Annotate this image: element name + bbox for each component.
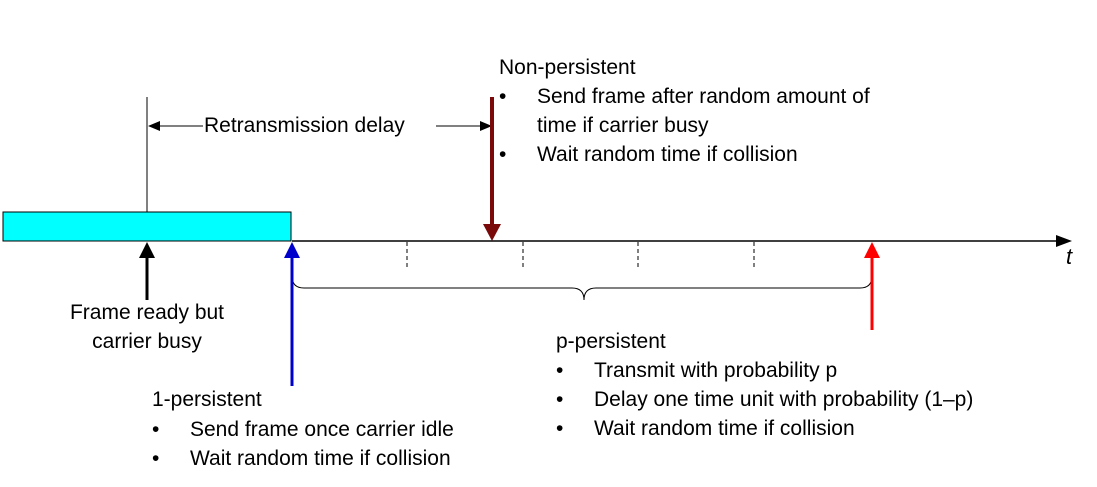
non-persistent-bullet-1-line-1: Send frame after random amount of xyxy=(537,85,870,108)
one-persistent-title: 1-persistent xyxy=(152,388,262,411)
one-persistent-bullets: Send frame once carrier idle Wait random… xyxy=(152,415,454,473)
non-persistent-title: Non-persistent xyxy=(499,56,636,79)
retransmission-delay-label: Retransmission delay xyxy=(204,114,405,137)
non-persistent-bullet-1-line-2: time if carrier busy xyxy=(537,114,709,137)
non-persistent-bullet-2: Wait random time if collision xyxy=(499,140,870,169)
frame-ready-line-1: Frame ready but xyxy=(69,301,225,324)
retransmission-delay-left-arrowhead xyxy=(148,121,160,131)
frame-ready-label: Frame ready but carrier busy xyxy=(47,298,247,356)
non-persistent-bullet-1: Send frame after random amount of time i… xyxy=(499,82,870,140)
p-persistent-bullet-1: Transmit with probability p xyxy=(556,356,973,385)
non-persistent-arrowhead xyxy=(483,224,501,241)
p-persistent-bullet-3: Wait random time if collision xyxy=(556,414,973,443)
one-persistent-arrowhead xyxy=(284,242,300,258)
frame-ready-arrowhead xyxy=(139,242,155,258)
non-persistent-bullet-2-line-1: Wait random time if collision xyxy=(537,143,798,166)
one-persistent-bullet-2: Wait random time if collision xyxy=(152,444,454,473)
p-persistent-title: p-persistent xyxy=(556,330,666,353)
frame-ready-line-2: carrier busy xyxy=(92,330,202,353)
one-persistent-bullet-1: Send frame once carrier idle xyxy=(152,415,454,444)
busy-frame-bar xyxy=(2,211,292,242)
p-persistent-bullets: Transmit with probability p Delay one ti… xyxy=(556,356,973,443)
retransmission-delay-right-arrowhead xyxy=(480,121,492,131)
time-axis-arrowhead xyxy=(1056,235,1072,247)
time-axis-label: t xyxy=(1066,244,1073,269)
p-persistent-brace xyxy=(291,275,873,301)
non-persistent-bullets: Send frame after random amount of time i… xyxy=(499,82,870,169)
p-persistent-arrowhead xyxy=(864,242,880,258)
p-persistent-bullet-2: Delay one time unit with probability (1–… xyxy=(556,385,973,414)
